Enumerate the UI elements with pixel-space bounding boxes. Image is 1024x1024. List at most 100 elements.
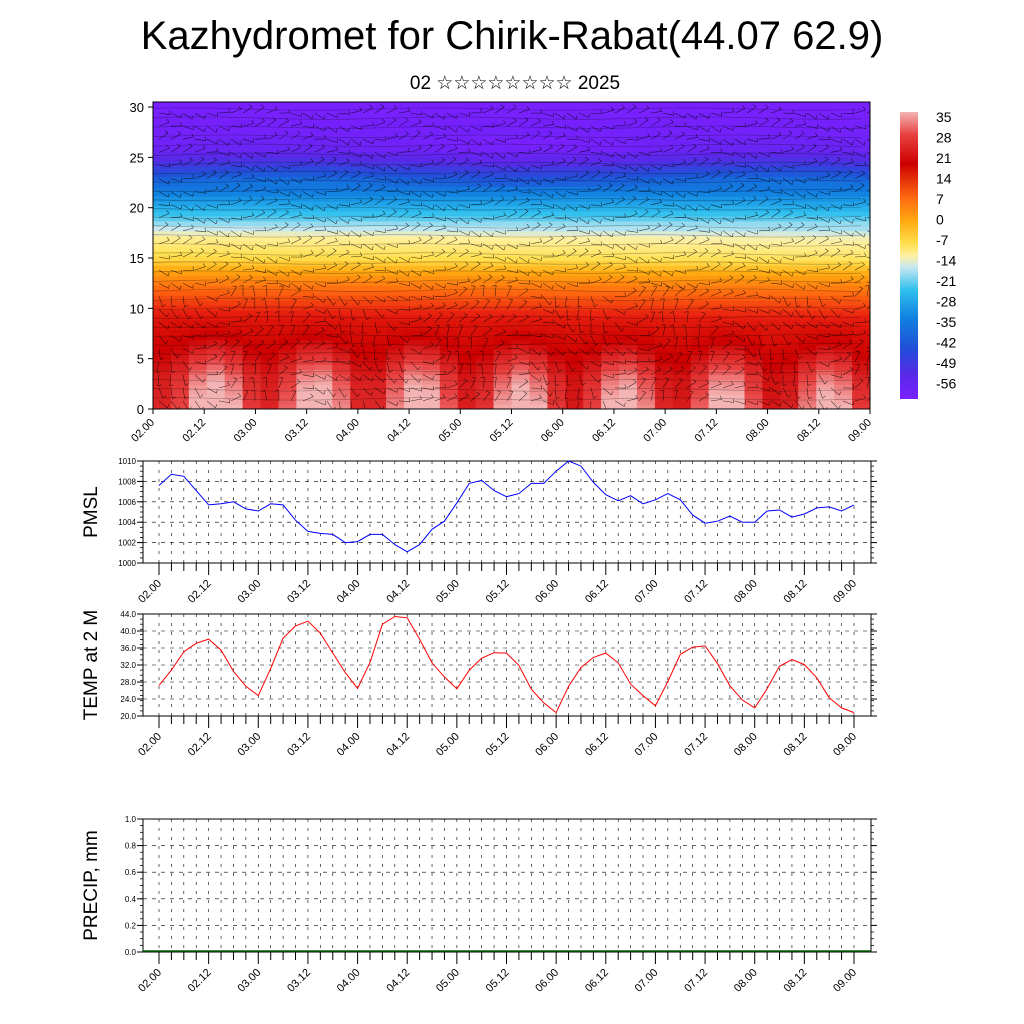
wind-barb xyxy=(530,256,542,261)
wind-barb xyxy=(746,138,758,143)
heatmap-cell xyxy=(296,300,315,306)
heatmap-cell xyxy=(153,210,172,217)
wind-barb xyxy=(242,277,253,284)
wind-barb xyxy=(446,324,450,336)
heatmap-cell xyxy=(188,270,208,276)
heatmap-cell xyxy=(475,399,495,405)
wind-barb-flag xyxy=(310,158,314,162)
wind-barb-flag xyxy=(780,271,782,276)
heatmap-cell xyxy=(547,260,566,266)
wind-barb xyxy=(386,243,398,248)
wind-barb-flag xyxy=(191,115,194,120)
heatmap-cell xyxy=(332,205,351,212)
wind-barb xyxy=(782,241,794,245)
wind-barb xyxy=(554,160,566,166)
wind-barb xyxy=(434,237,445,245)
wind-barb-flag xyxy=(513,209,517,213)
wind-barb xyxy=(326,296,334,306)
heatmap-cell xyxy=(493,265,513,271)
heatmap-cell xyxy=(153,260,172,266)
heatmap-cell xyxy=(547,399,566,405)
heatmap-cell xyxy=(780,111,799,118)
wind-barb-flag xyxy=(600,150,603,155)
heatmap-cell xyxy=(511,334,531,341)
heatmap-cell xyxy=(529,314,548,321)
wind-barb-flag xyxy=(417,366,421,371)
wind-barb xyxy=(254,120,265,127)
heatmap-cell xyxy=(852,171,870,177)
heatmap-cell xyxy=(403,309,423,316)
heatmap-cell xyxy=(744,131,764,138)
heatmap-cell xyxy=(547,404,566,409)
wind-barb xyxy=(518,191,530,194)
heatmap-cell xyxy=(690,285,710,291)
heatmap-cell xyxy=(206,324,226,331)
wind-barb xyxy=(566,322,573,333)
wind-barb-flag xyxy=(669,353,673,357)
wind-barb xyxy=(734,185,745,192)
wind-barb xyxy=(722,152,734,157)
wind-barb-flag xyxy=(705,392,709,396)
wind-barb-flag xyxy=(376,330,381,334)
heatmap-cell xyxy=(457,116,477,123)
heatmap-cell xyxy=(744,300,764,306)
wind-barb xyxy=(698,395,709,402)
wind-barb-flag xyxy=(764,196,769,199)
wind-barb-flag xyxy=(310,223,314,227)
heatmap-cell xyxy=(780,285,799,291)
heatmap-cell xyxy=(457,176,477,182)
wind-barb xyxy=(626,121,638,127)
heatmap-cell xyxy=(601,106,620,113)
wind-barb-flag xyxy=(344,169,349,173)
heatmap-cell xyxy=(386,255,405,262)
heatmap-cell xyxy=(601,349,620,356)
wind-barb-flag xyxy=(240,140,242,145)
heatmap-cell xyxy=(780,349,799,356)
wind-barb xyxy=(554,348,564,356)
heatmap-cell xyxy=(260,230,280,237)
heatmap-cell xyxy=(726,181,746,187)
heatmap-cell xyxy=(332,290,351,296)
heatmap-cell xyxy=(314,265,333,271)
heatmap-cell xyxy=(565,230,584,237)
heatmap-cell xyxy=(403,344,423,351)
heatmap-cell xyxy=(439,176,459,182)
wind-barb xyxy=(506,286,512,297)
wind-barb xyxy=(290,269,301,276)
wind-barb-flag xyxy=(352,410,356,412)
wind-barb-flag xyxy=(672,111,675,116)
heatmap-cell xyxy=(619,225,638,232)
wind-barb xyxy=(746,295,759,297)
heatmap-cell xyxy=(690,131,710,138)
heatmap-cell xyxy=(762,102,781,108)
wind-barb-flag xyxy=(465,392,469,396)
heatmap-cell xyxy=(475,250,495,257)
wind-barb-flag xyxy=(382,313,385,318)
heatmap-cell xyxy=(439,379,459,385)
wind-barb xyxy=(782,335,789,346)
heatmap-cell xyxy=(296,334,315,341)
wind-barb xyxy=(614,176,626,179)
wind-barb xyxy=(218,263,229,271)
wind-barb-flag xyxy=(621,327,624,332)
heatmap-cell xyxy=(547,161,566,167)
wind-barb-flag xyxy=(216,331,219,336)
heatmap-cell xyxy=(834,250,853,257)
heatmap-cell xyxy=(493,235,513,242)
heatmap-cell xyxy=(798,339,817,346)
wind-barb-flag xyxy=(191,206,194,211)
wind-barb xyxy=(314,309,326,315)
wind-barb-flag xyxy=(549,235,553,240)
heatmap-cell xyxy=(332,151,351,158)
heatmap-cell xyxy=(816,329,835,336)
heatmap-cell xyxy=(153,201,172,207)
wind-barb-flag xyxy=(295,339,300,342)
wind-barb-flag xyxy=(562,223,566,227)
wind-barb-flag xyxy=(513,117,517,121)
heatmap-cell xyxy=(708,191,728,197)
wind-barb-flag xyxy=(340,317,345,321)
heatmap-cell xyxy=(852,339,870,346)
wind-barb xyxy=(698,191,710,194)
wind-barb xyxy=(518,301,528,310)
heatmap-cell xyxy=(798,126,817,133)
